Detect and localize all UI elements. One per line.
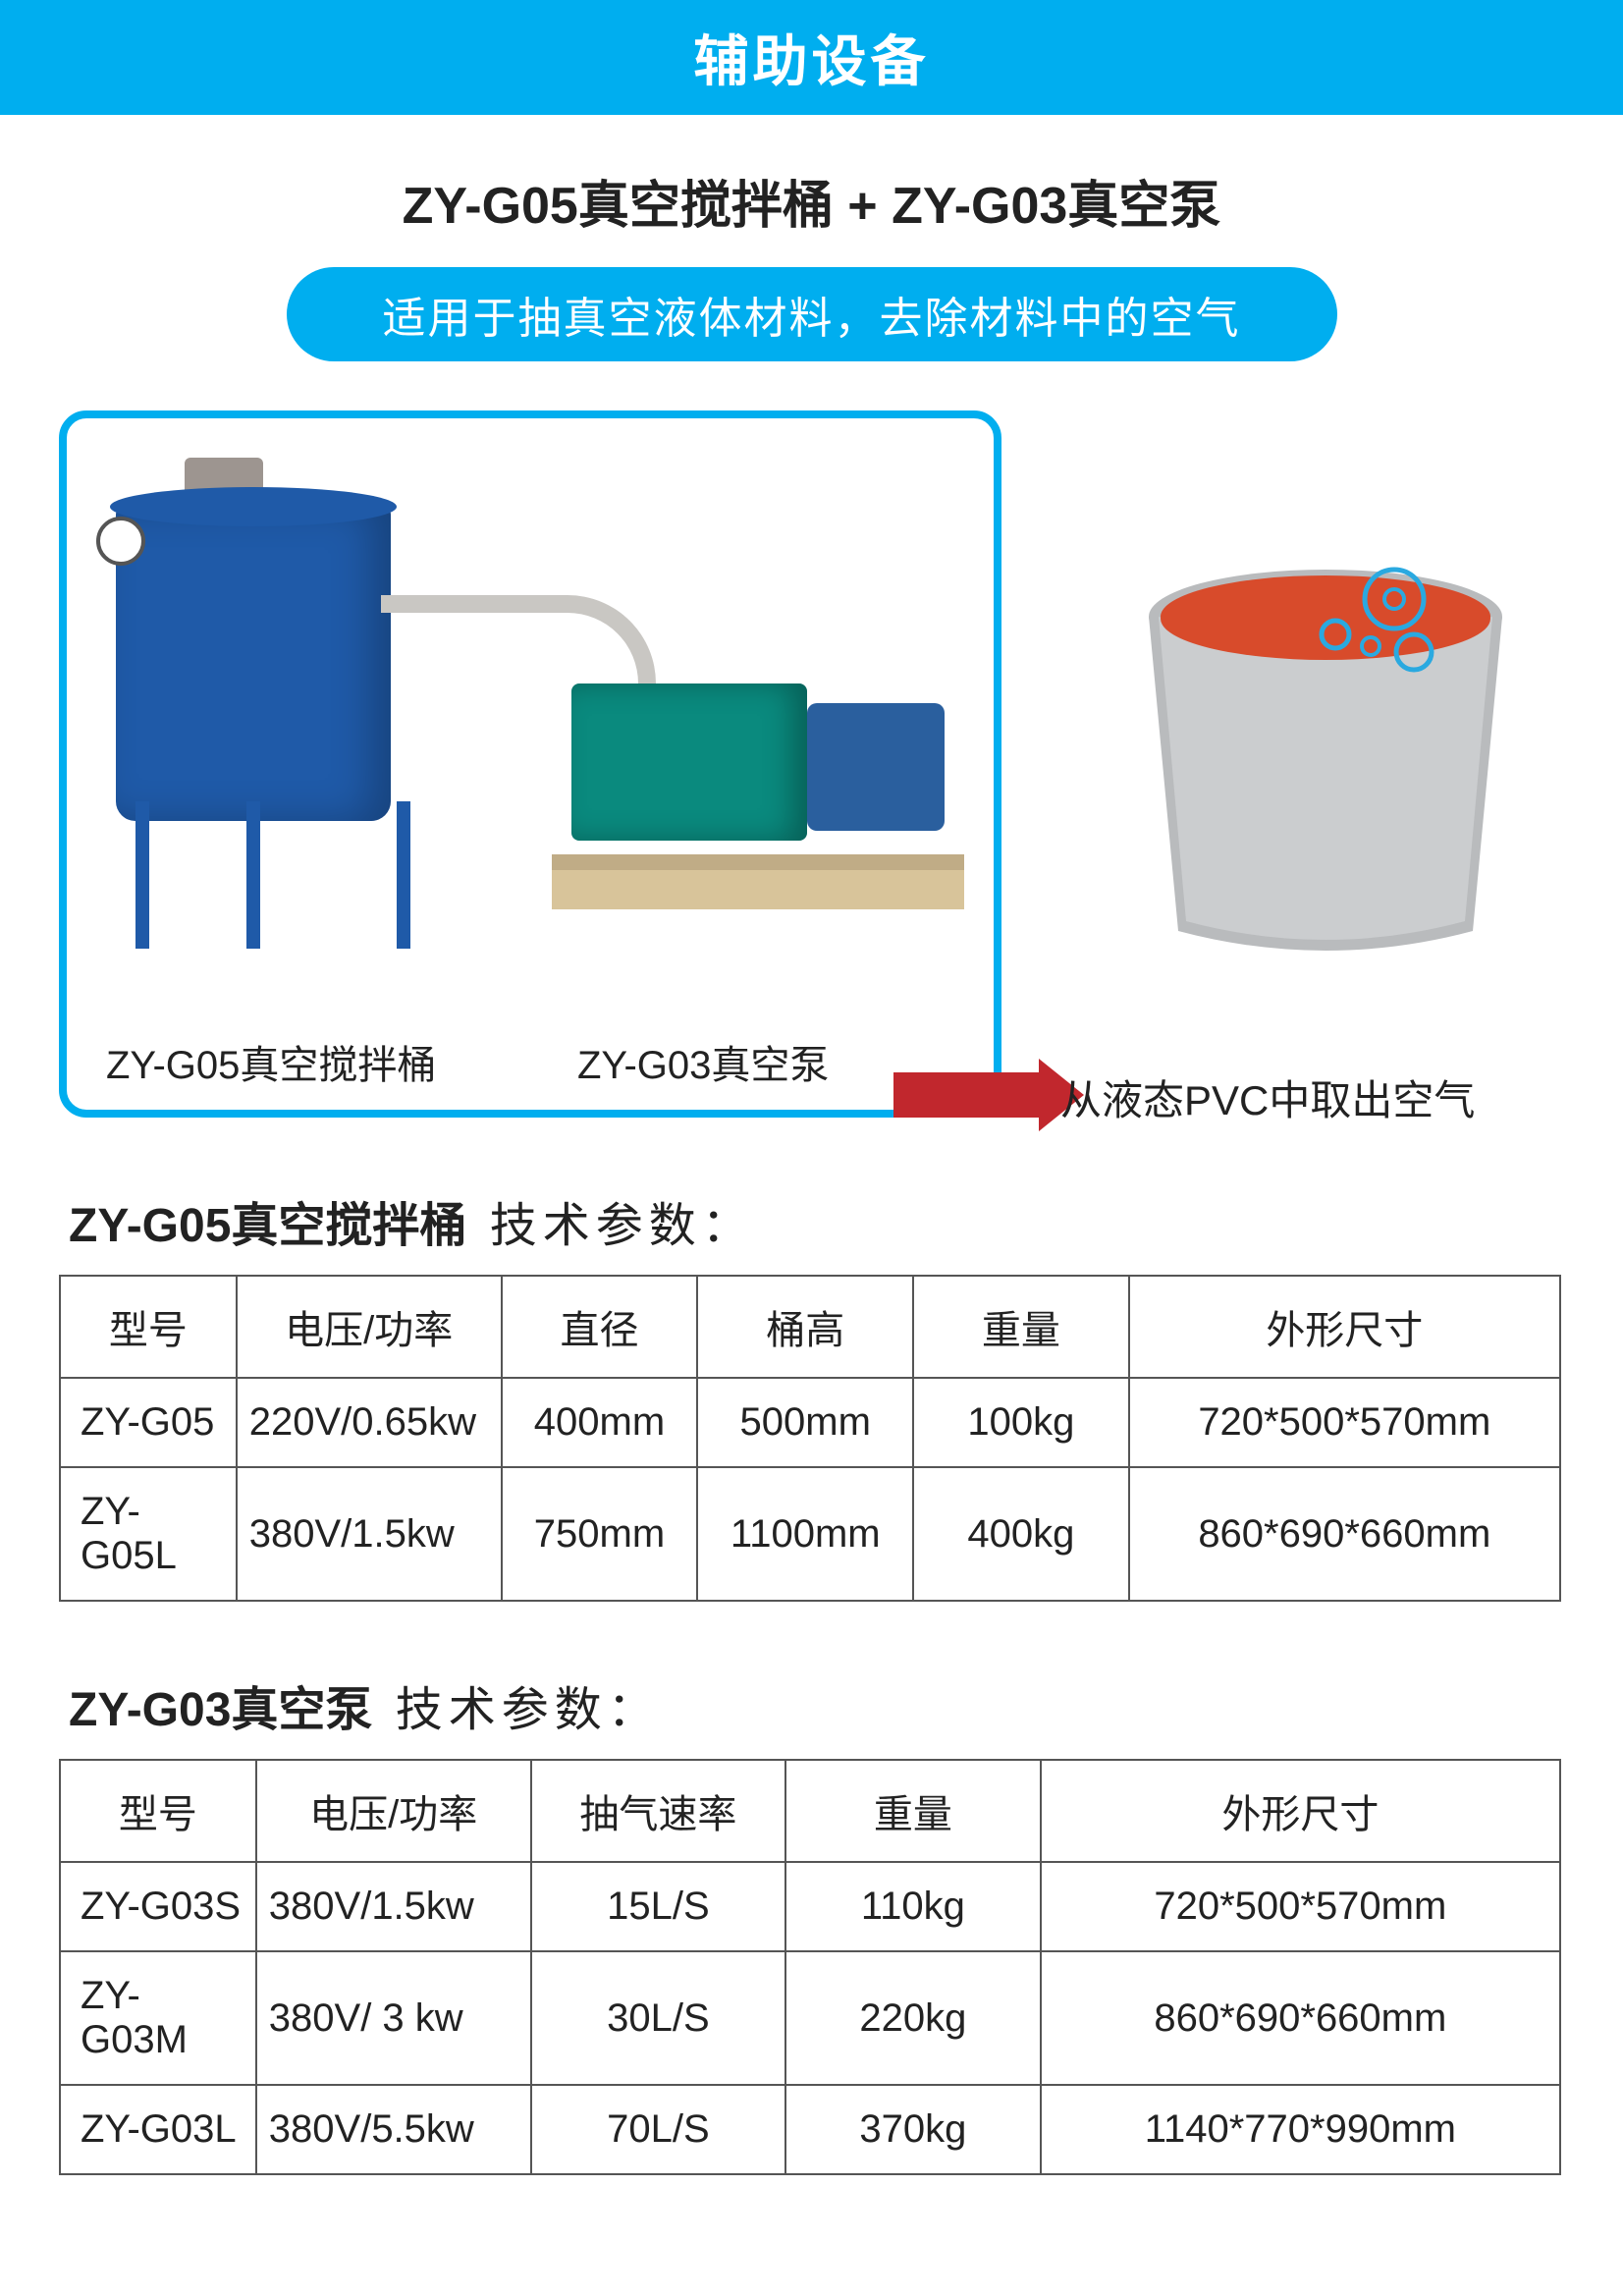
table-header: 电压/功率 [237,1276,502,1378]
table-cell: 220V/0.65kw [237,1378,502,1467]
table-header: 型号 [60,1760,256,1862]
table-header: 外形尺寸 [1129,1276,1560,1378]
arrow-icon [893,1072,1041,1118]
table2-title: ZY-G03真空泵 技术参数： [69,1670,1623,1739]
table-cell: 400mm [502,1378,698,1467]
table1-title: ZY-G05真空搅拌桶 技术参数： [69,1186,1623,1255]
table-cell: 380V/5.5kw [256,2085,531,2174]
table-header: 重量 [913,1276,1129,1378]
equipment-diagram-box: ZY-G05真空搅拌桶 ZY-G03真空泵 [59,410,1001,1118]
mixer-label: ZY-G05真空搅拌桶 [106,1033,436,1090]
header-title: 辅助设备 [694,30,930,92]
pump-label: ZY-G03真空泵 [577,1033,829,1090]
table-row: ZY-G03M380V/ 3 kw30L/S220kg860*690*660mm [60,1951,1560,2085]
table-header: 抽气速率 [531,1760,786,1862]
table-cell: 100kg [913,1378,1129,1467]
table-cell: 380V/1.5kw [237,1467,502,1601]
table-header: 桶高 [697,1276,913,1378]
table-cell: 110kg [785,1862,1041,1951]
table-header: 型号 [60,1276,237,1378]
bucket-caption: 从液态PVC中取出空气 [1060,1067,1475,1127]
pump-illustration [571,654,945,909]
table-cell: ZY-G03S [60,1862,256,1951]
table-header: 外形尺寸 [1041,1760,1560,1862]
table-cell: 30L/S [531,1951,786,2085]
table-cell: 750mm [502,1467,698,1601]
table-cell: 1140*770*990mm [1041,2085,1560,2174]
table-cell: 720*500*570mm [1041,1862,1560,1951]
subtitle-pill: 适用于抽真空液体材料，去除材料中的空气 [287,267,1337,361]
table-cell: 860*690*660mm [1129,1467,1560,1601]
table1-title-rest: 技术参数： [490,1200,755,1252]
table-cell: 860*690*660mm [1041,1951,1560,2085]
diagram-row: ZY-G05真空搅拌桶 ZY-G03真空泵 从液态PVC中取出空气 [59,410,1564,1118]
table-row: ZY-G03L380V/5.5kw70L/S370kg1140*770*990m… [60,2085,1560,2174]
table-row: ZY-G05L380V/1.5kw750mm1100mm400kg860*690… [60,1467,1560,1601]
table-row: ZY-G03S380V/1.5kw15L/S110kg720*500*570mm [60,1862,1560,1951]
table-cell: 70L/S [531,2085,786,2174]
page-header: 辅助设备 [0,0,1623,115]
table-header: 重量 [785,1760,1041,1862]
table-cell: 380V/1.5kw [256,1862,531,1951]
table-cell: 500mm [697,1378,913,1467]
table-cell: ZY-G05L [60,1467,237,1601]
table-row: ZY-G05220V/0.65kw400mm500mm100kg720*500*… [60,1378,1560,1467]
bucket-illustration [1139,558,1512,970]
spec-table-g05: 型号电压/功率直径桶高重量外形尺寸ZY-G05220V/0.65kw400mm5… [59,1275,1561,1602]
table-header: 直径 [502,1276,698,1378]
table-cell: 1100mm [697,1467,913,1601]
table-cell: ZY-G03L [60,2085,256,2174]
table2-title-rest: 技术参数： [396,1684,661,1736]
table-cell: 380V/ 3 kw [256,1951,531,2085]
table-cell: ZY-G05 [60,1378,237,1467]
bucket-panel: 从液态PVC中取出空气 [1001,410,1564,1118]
table1-title-bold: ZY-G05真空搅拌桶 [69,1200,466,1252]
table2-title-bold: ZY-G03真空泵 [69,1684,372,1736]
table-cell: ZY-G03M [60,1951,256,2085]
table-cell: 720*500*570mm [1129,1378,1560,1467]
gauge-icon [96,517,145,566]
table-cell: 220kg [785,1951,1041,2085]
table-cell: 15L/S [531,1862,786,1951]
table-header: 电压/功率 [256,1760,531,1862]
spec-table-g03: 型号电压/功率抽气速率重量外形尺寸ZY-G03S380V/1.5kw15L/S1… [59,1759,1561,2175]
table-cell: 400kg [913,1467,1129,1601]
main-title: ZY-G05真空搅拌桶 + ZY-G03真空泵 [0,164,1623,238]
table-cell: 370kg [785,2085,1041,2174]
